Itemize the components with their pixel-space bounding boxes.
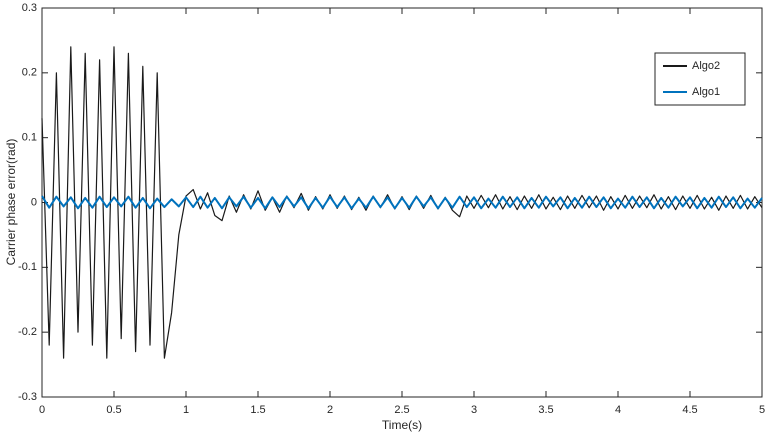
y-tick-label: -0.2 — [18, 326, 37, 338]
y-tick-label: -0.3 — [18, 391, 37, 403]
x-tick-label: 2.5 — [394, 404, 409, 416]
x-tick-label: 1.5 — [250, 404, 265, 416]
legend-label: Algo2 — [692, 60, 720, 72]
x-tick-label: 4.5 — [682, 404, 697, 416]
y-axis-label: Carrier phase error(rad) — [4, 139, 18, 266]
x-tick-label: 2 — [327, 404, 333, 416]
x-tick-label: 3.5 — [538, 404, 553, 416]
y-tick-label: 0.3 — [22, 2, 37, 14]
y-tick-label: 0 — [31, 196, 37, 208]
legend-box — [654, 52, 746, 106]
y-tick-label: -0.1 — [18, 261, 37, 273]
x-tick-label: 1 — [183, 404, 189, 416]
x-axis-label: Time(s) — [382, 418, 422, 432]
series-line — [41, 195, 763, 210]
x-tick-label: 5 — [759, 404, 765, 416]
y-tick-label: 0.2 — [22, 67, 37, 79]
x-tick-label: 0 — [39, 404, 45, 416]
legend-label: Algo1 — [692, 86, 720, 98]
x-tick-label: 4 — [615, 404, 621, 416]
x-tick-label: 3 — [471, 404, 477, 416]
x-tick-label: 0.5 — [106, 404, 121, 416]
series-line — [41, 46, 763, 359]
y-tick-label: 0.1 — [22, 132, 37, 144]
